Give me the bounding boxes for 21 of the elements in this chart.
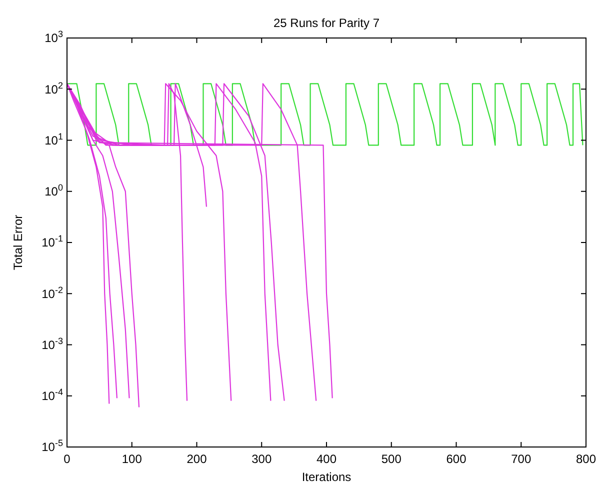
y-tick-label: 10$^{-2}$ [42, 284, 63, 301]
y-tick-label: 10$^{0}$ [44, 182, 63, 199]
y-tick-label: 10$^{3}$ [44, 29, 63, 46]
x-tick-label: 600 [446, 452, 467, 466]
y-tick-label: 10$^{-5}$ [42, 438, 63, 454]
x-axis-title: Iterations [302, 470, 352, 484]
x-tick-label: 300 [252, 452, 272, 466]
y-tick-label: 10$^{-1}$ [42, 234, 63, 250]
x-tick-label: 200 [186, 452, 208, 466]
y-tick-label: 10$^{2}$ [44, 80, 63, 96]
y-axis-title: Total Error [11, 214, 25, 270]
x-tick-label: 100 [122, 452, 142, 466]
x-tick-label: 500 [381, 452, 402, 466]
y-tick-label: 10$^{-4}$ [42, 387, 63, 404]
x-tick-label: 400 [316, 452, 337, 466]
chart-title: 25 Runs for Parity 7 [273, 16, 380, 30]
x-tick-label: 800 [576, 452, 596, 466]
x-tick-label: 0 [64, 452, 71, 466]
y-tick-label: 10$^{1}$ [44, 131, 63, 148]
y-tick-label: 10$^{-3}$ [42, 336, 63, 352]
x-tick-label: 700 [511, 452, 532, 466]
